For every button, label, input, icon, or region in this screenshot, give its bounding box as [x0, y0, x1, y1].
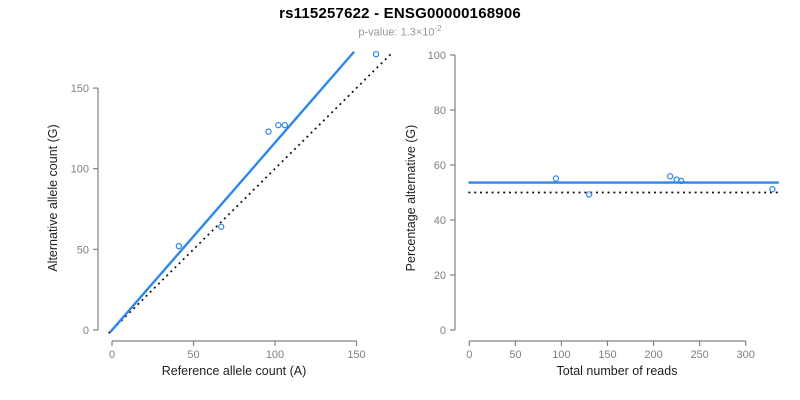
x-tick-label: 300 — [737, 349, 755, 361]
y-tick-label: 100 — [428, 50, 446, 62]
data-point — [552, 175, 560, 182]
data-point — [372, 50, 380, 58]
y-tick-label: 50 — [77, 244, 89, 256]
x-tick-label: 0 — [466, 349, 472, 361]
fitted-proportion-line — [109, 50, 355, 333]
data-point — [281, 121, 288, 129]
p-value-exponent: -2 — [434, 24, 442, 33]
allele-counts-scatter: 0 50 100 150 0 50 100 150 — [71, 50, 392, 361]
y-tick-label: 0 — [440, 325, 446, 337]
x-tick-label: 200 — [644, 349, 662, 361]
data-point — [666, 173, 674, 180]
percentage-vs-depth-scatter: 0 20 40 60 80 100 0 50 100 150 200 250 300 — [428, 50, 779, 361]
data-point — [175, 242, 183, 250]
y-tick-label: 0 — [83, 325, 89, 337]
y-tick-label: 20 — [434, 270, 446, 282]
x-tick-label: 0 — [109, 349, 115, 361]
data-point — [265, 128, 272, 135]
data-point — [275, 121, 282, 129]
left-plot-xlabel: Reference allele count (A) — [161, 364, 307, 378]
figure-title: rs115257622 - ENSG00000168906 — [279, 5, 521, 22]
x-tick-label: 50 — [187, 349, 199, 361]
p-value-subtitle: p-value: 1.3×10-2 — [0, 24, 800, 39]
data-point — [769, 185, 776, 193]
x-tick-label: 150 — [347, 349, 365, 361]
p-value-base: 1.3×10 — [400, 26, 435, 39]
y-tick-label: 40 — [434, 215, 446, 227]
p-value-label: p-value: — [358, 26, 401, 39]
x-tick-label: 50 — [509, 349, 521, 361]
y-tick-label: 80 — [434, 105, 446, 117]
x-tick-label: 150 — [598, 349, 616, 361]
y-tick-label: 150 — [71, 83, 89, 95]
data-point — [585, 191, 593, 198]
right-plot-xlabel: Total number of reads — [556, 364, 678, 378]
identity-line — [108, 53, 392, 334]
data-point — [218, 223, 225, 230]
x-tick-label: 100 — [266, 349, 284, 361]
data-point — [677, 177, 685, 185]
x-tick-label: 100 — [552, 349, 570, 361]
y-tick-label: 100 — [71, 164, 89, 176]
y-tick-label: 60 — [434, 160, 446, 172]
x-tick-label: 250 — [690, 349, 708, 361]
